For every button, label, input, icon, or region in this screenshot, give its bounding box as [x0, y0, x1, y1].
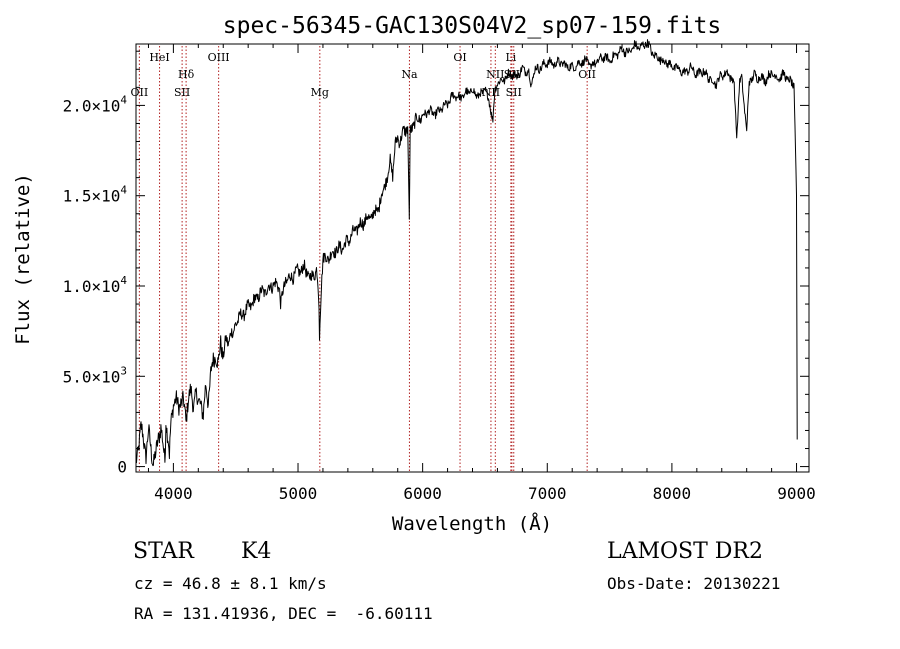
spectral-line-label: HeI — [149, 51, 169, 64]
x-tick-label: 6000 — [403, 484, 442, 503]
spectrum-line — [135, 39, 798, 467]
y-tick-mantissa: 1.0×10 — [63, 277, 121, 296]
spectral-line-label: SII — [506, 86, 522, 99]
y-tick-exponent: 4 — [120, 184, 127, 197]
chart-title: spec-56345-GAC130S04V2_sp07-159.fits — [223, 13, 722, 39]
spectral-line-label: SII — [174, 86, 190, 99]
spectral-line-label: OI — [453, 51, 466, 64]
y-tick-label: 1.5×104 — [63, 184, 128, 206]
y-tick-exponent: 4 — [120, 274, 127, 287]
spectral-line-label: NII — [482, 86, 500, 99]
y-tick-mantissa: 2.0×10 — [63, 96, 121, 115]
y-tick-label: 5.0×103 — [63, 364, 127, 386]
obs-date-text: Obs-Date: 20130221 — [607, 574, 781, 593]
coordinates-text: RA = 131.41936, DEC = -6.60111 — [134, 604, 433, 623]
y-tick-label: 2.0×104 — [63, 93, 128, 115]
x-axis-label: Wavelength (Å) — [392, 512, 552, 535]
x-tick-label: 5000 — [279, 484, 318, 503]
spectral-line-label: OIII — [208, 51, 230, 64]
redshift-text: cz = 46.8 ± 8.1 km/s — [134, 574, 327, 593]
y-tick-mantissa: 1.5×10 — [63, 187, 121, 206]
spectral-line-label: OII — [131, 86, 149, 99]
x-axis-ticks: 4000 5000 6000 7000 8000 9000 — [147, 44, 816, 503]
class-label: STAR — [133, 539, 194, 564]
y-tick-label: 1.0×104 — [63, 274, 128, 296]
y-axis-label: Flux (relative) — [12, 173, 34, 345]
y-tick-exponent: 3 — [120, 364, 127, 377]
y-tick-mantissa: 0 — [117, 458, 127, 477]
x-tick-label: 4000 — [154, 484, 193, 503]
subclass-label: K4 — [241, 539, 272, 564]
y-tick-exponent: 4 — [120, 93, 127, 106]
spectral-line-label: Na — [401, 68, 418, 81]
x-tick-label: 8000 — [653, 484, 692, 503]
plot-frame — [135, 43, 810, 473]
y-tick-label: 0 — [117, 458, 127, 477]
x-tick-label: 7000 — [528, 484, 567, 503]
spectral-line-label: Mg — [311, 86, 329, 99]
y-tick-mantissa: 5.0×10 — [63, 367, 121, 386]
survey-label: LAMOST DR2 — [607, 539, 763, 564]
spectral-line-label: Hδ — [178, 68, 195, 81]
spectral-line-label: NII — [486, 68, 504, 81]
spectral-line-label: OII — [578, 68, 596, 81]
spectral-line-label: Li — [505, 51, 516, 64]
spectrum-series — [135, 39, 798, 467]
x-tick-label: 9000 — [777, 484, 816, 503]
